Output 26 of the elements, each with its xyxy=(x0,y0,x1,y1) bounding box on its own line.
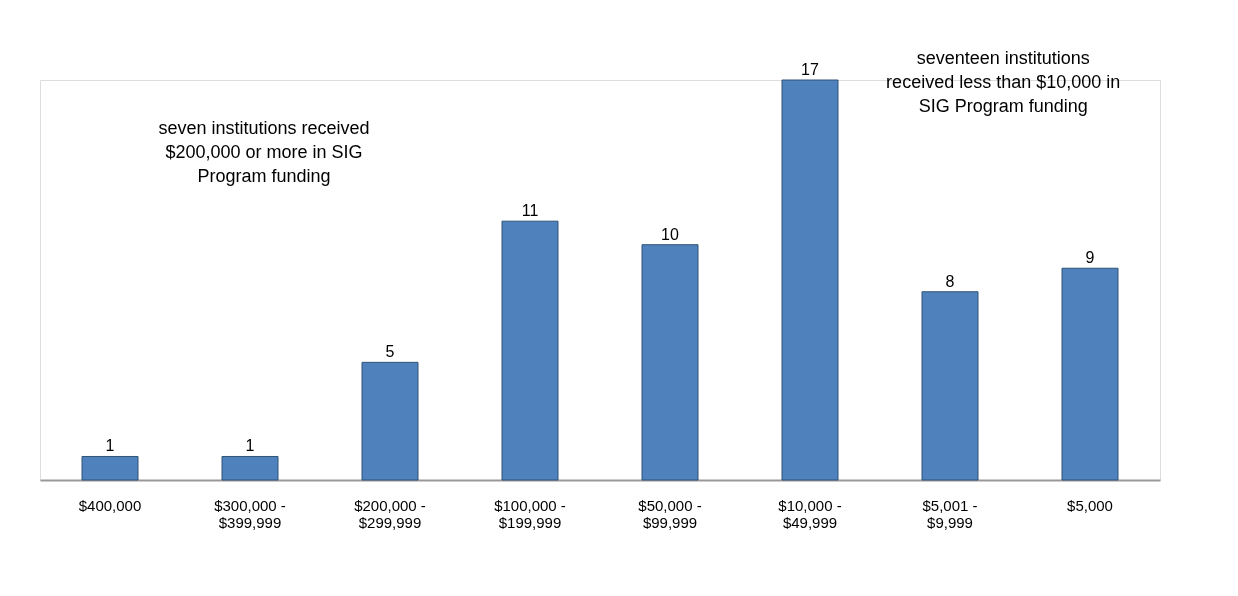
data-label: 5 xyxy=(385,343,395,361)
data-label: 1 xyxy=(245,437,255,455)
x-tick-label: $50,000 - $99,999 xyxy=(638,496,702,531)
x-tick-label: $200,000 - $299,999 xyxy=(354,496,426,531)
bar xyxy=(81,455,139,481)
bar xyxy=(781,79,839,481)
x-tick-label: $5,000 xyxy=(1067,496,1113,514)
x-tick-label: $10,000 - $49,999 xyxy=(778,496,842,531)
annotation: seven institutions received $200,000 or more in SIG Program funding xyxy=(158,118,370,186)
data-label: 8 xyxy=(945,272,955,290)
data-label: 1 xyxy=(105,437,115,455)
x-tick-label: $5,001 - $9,999 xyxy=(922,496,978,531)
bar xyxy=(361,361,419,481)
data-label: 17 xyxy=(801,61,819,78)
bar xyxy=(501,220,559,481)
data-label: 11 xyxy=(521,202,539,220)
x-tick-label: $400,000 xyxy=(78,496,142,514)
data-label: 10 xyxy=(661,225,679,243)
x-tick-label: $100,000 - $199,999 xyxy=(494,496,566,531)
bar xyxy=(921,291,979,481)
x-tick-label: $300,000 - $399,999 xyxy=(214,496,286,531)
bar xyxy=(1061,267,1119,481)
annotation: seventeen institutions received less than $10,000 in SIG Program funding xyxy=(886,48,1121,116)
data-label: 9 xyxy=(1085,249,1095,267)
bar xyxy=(221,455,279,481)
bar xyxy=(641,244,699,481)
